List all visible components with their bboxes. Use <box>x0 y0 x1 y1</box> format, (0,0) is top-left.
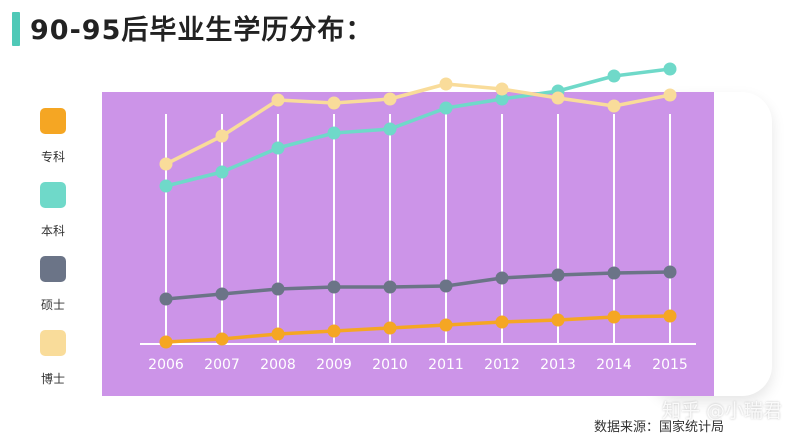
series-line-0 <box>165 314 671 344</box>
legend-item-boshi: 博士 <box>28 330 78 387</box>
data-point-3-2006 <box>159 292 173 306</box>
data-point-3-2015 <box>663 265 677 279</box>
x-tick-label-2012: 2012 <box>484 357 520 373</box>
data-point-3-2008 <box>271 282 285 296</box>
data-point-3-2013 <box>551 268 565 282</box>
legend-label-zhuanke: 专科 <box>40 150 65 164</box>
data-point-1-2015 <box>663 62 677 76</box>
data-point-2-2010 <box>383 92 397 106</box>
data-point-1-2008 <box>271 141 285 155</box>
data-point-0-2009 <box>327 324 341 338</box>
data-point-2-2011 <box>439 77 453 91</box>
legend-swatch-shuoshi <box>40 256 66 282</box>
data-point-1-2011 <box>439 101 453 115</box>
x-tick-label-2007: 2007 <box>204 357 240 373</box>
data-point-3-2007 <box>215 287 229 301</box>
x-tick-label-2006: 2006 <box>148 357 184 373</box>
plot-background <box>102 92 714 396</box>
data-point-2-2015 <box>663 88 677 102</box>
data-point-1-2009 <box>327 126 341 140</box>
data-point-0-2011 <box>439 318 453 332</box>
data-point-0-2015 <box>663 309 677 323</box>
legend-swatch-zhuanke <box>40 108 66 134</box>
data-point-0-2010 <box>383 321 397 335</box>
data-point-2-2006 <box>159 157 173 171</box>
legend-label-shuoshi: 硕士 <box>40 298 65 312</box>
legend-item-shuoshi: 硕士 <box>28 256 78 313</box>
data-point-3-2014 <box>607 266 621 280</box>
data-point-3-2012 <box>495 271 509 285</box>
data-point-2-2007 <box>215 129 229 143</box>
data-point-3-2011 <box>439 279 453 293</box>
legend-label-benke: 本科 <box>40 224 65 238</box>
data-point-2-2013 <box>551 91 565 105</box>
data-point-3-2010 <box>383 280 397 294</box>
data-point-1-2007 <box>215 165 229 179</box>
series-line-2 <box>165 82 671 166</box>
x-tick-label-2013: 2013 <box>540 357 576 373</box>
data-point-0-2012 <box>495 315 509 329</box>
data-point-0-2013 <box>551 313 565 327</box>
x-tick-label-2015: 2015 <box>652 357 688 373</box>
data-point-0-2007 <box>215 332 229 346</box>
legend-item-zhuanke: 专科 <box>28 108 78 165</box>
x-tick-label-2010: 2010 <box>372 357 408 373</box>
legend-item-benke: 本科 <box>28 182 78 239</box>
source-note: 数据来源：国家统计局 <box>593 420 724 435</box>
data-point-0-2006 <box>159 335 173 349</box>
data-point-1-2006 <box>159 179 173 193</box>
data-point-1-2012 <box>495 92 509 106</box>
title-accent-bar <box>12 12 20 46</box>
x-tick-label-2014: 2014 <box>596 357 632 373</box>
x-tick-label-2011: 2011 <box>428 357 464 373</box>
legend-swatch-boshi <box>40 330 66 356</box>
legend-swatch-benke <box>40 182 66 208</box>
x-tick-label-2009: 2009 <box>316 357 352 373</box>
data-point-1-2010 <box>383 122 397 136</box>
data-point-2-2009 <box>327 96 341 110</box>
page-title: 90-95后毕业生学历分布： <box>30 15 374 46</box>
x-tick-label-2008: 2008 <box>260 357 296 373</box>
watermark: 知乎 @小瑞君 <box>661 400 782 422</box>
data-point-2-2008 <box>271 93 285 107</box>
legend-label-boshi: 博士 <box>40 372 65 386</box>
series-line-3 <box>165 270 671 301</box>
data-point-1-2014 <box>607 69 621 83</box>
series-line-1 <box>165 67 671 188</box>
data-point-0-2014 <box>607 310 621 324</box>
data-point-3-2009 <box>327 280 341 294</box>
data-point-0-2008 <box>271 327 285 341</box>
data-point-2-2012 <box>495 82 509 96</box>
data-point-2-2014 <box>607 99 621 113</box>
